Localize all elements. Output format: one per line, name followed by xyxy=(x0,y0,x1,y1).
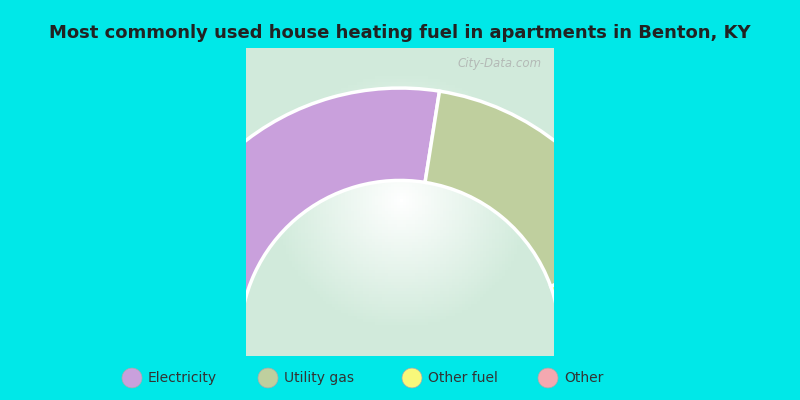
Text: Other fuel: Other fuel xyxy=(428,371,498,385)
Text: Most commonly used house heating fuel in apartments in Benton, KY: Most commonly used house heating fuel in… xyxy=(49,24,751,42)
Ellipse shape xyxy=(538,368,558,388)
Wedge shape xyxy=(550,255,653,341)
Ellipse shape xyxy=(122,368,142,388)
Ellipse shape xyxy=(258,368,278,388)
Text: Other: Other xyxy=(564,371,603,385)
Wedge shape xyxy=(147,88,439,340)
Ellipse shape xyxy=(402,368,422,388)
Text: Utility gas: Utility gas xyxy=(284,371,354,385)
Text: Electricity: Electricity xyxy=(148,371,217,385)
Text: City-Data.com: City-Data.com xyxy=(458,57,542,70)
Wedge shape xyxy=(425,91,638,286)
